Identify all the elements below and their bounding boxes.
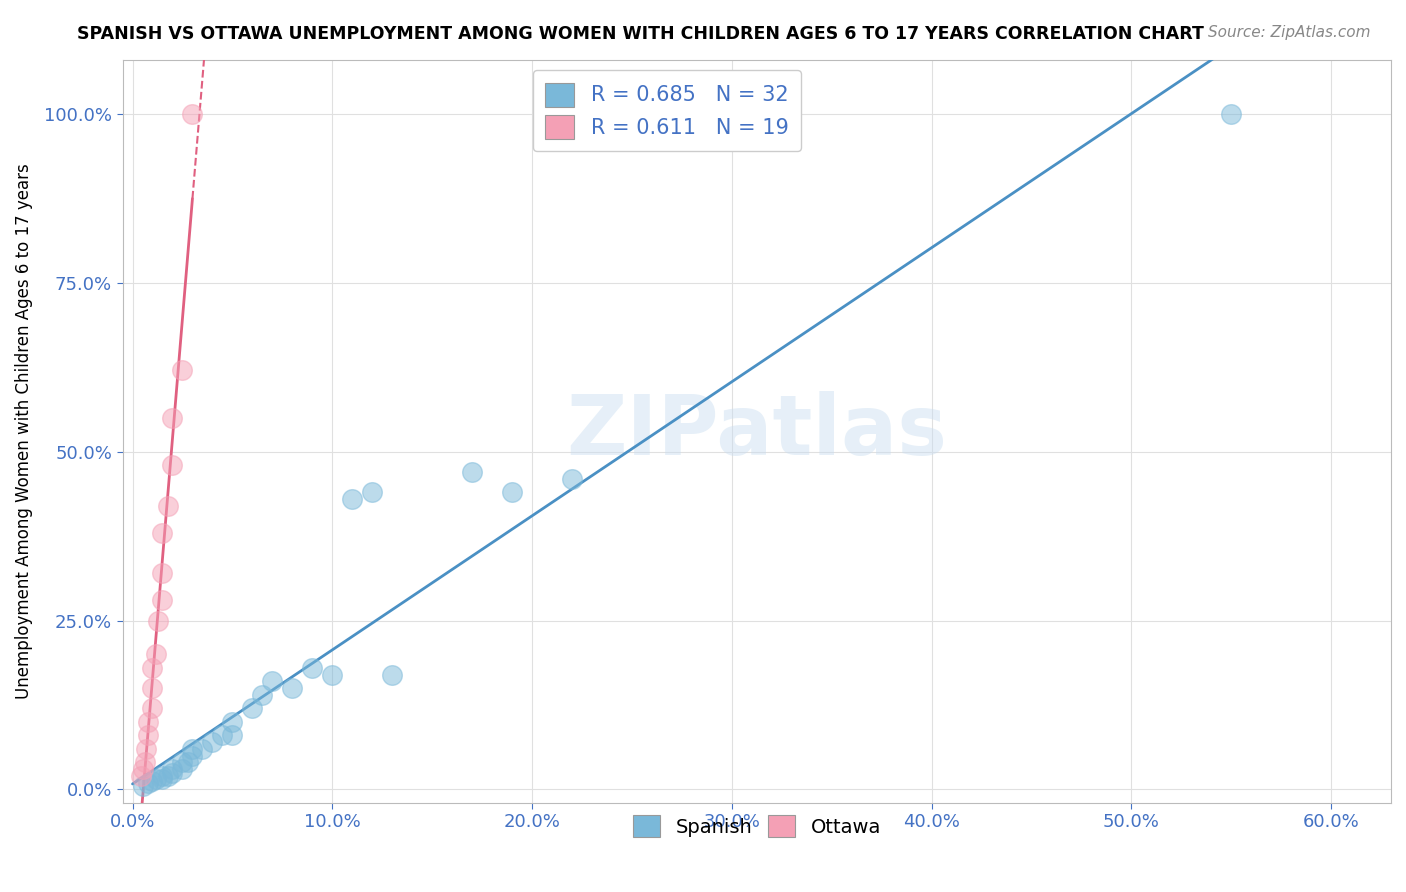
Y-axis label: Unemployment Among Women with Children Ages 6 to 17 years: Unemployment Among Women with Children A… — [15, 163, 32, 699]
Point — [361, 485, 384, 500]
Point — [221, 728, 243, 742]
Point — [152, 593, 174, 607]
Point — [181, 742, 204, 756]
Point — [301, 661, 323, 675]
Point — [162, 458, 184, 472]
Point — [138, 728, 160, 742]
Text: ZIPatlas: ZIPatlas — [567, 391, 948, 472]
Point — [141, 681, 163, 695]
Point — [181, 106, 204, 120]
Point — [281, 681, 304, 695]
Point — [138, 775, 160, 789]
Point — [157, 769, 180, 783]
Point — [501, 485, 523, 500]
Point — [201, 735, 224, 749]
Point — [135, 742, 157, 756]
Point — [129, 769, 152, 783]
Text: Source: ZipAtlas.com: Source: ZipAtlas.com — [1208, 25, 1371, 40]
Point — [131, 779, 153, 793]
Point — [134, 756, 156, 770]
Point — [561, 472, 583, 486]
Point — [240, 701, 263, 715]
Point — [152, 772, 174, 787]
Point — [131, 762, 153, 776]
Point — [461, 465, 484, 479]
Point — [138, 714, 160, 729]
Point — [172, 762, 194, 776]
Point — [381, 667, 404, 681]
Point — [141, 701, 163, 715]
Point — [211, 728, 233, 742]
Point — [342, 491, 364, 506]
Point — [162, 410, 184, 425]
Point — [177, 756, 200, 770]
Point — [191, 742, 214, 756]
Point — [157, 499, 180, 513]
Point — [152, 769, 174, 783]
Point — [162, 762, 184, 776]
Point — [321, 667, 343, 681]
Point — [252, 688, 274, 702]
Point — [145, 772, 167, 787]
Point — [141, 774, 163, 789]
Point — [152, 525, 174, 540]
Point — [148, 614, 170, 628]
Point — [145, 648, 167, 662]
Point — [172, 756, 194, 770]
Point — [1220, 106, 1243, 120]
Point — [152, 566, 174, 581]
Legend: Spanish, Ottawa: Spanish, Ottawa — [624, 807, 889, 846]
Text: SPANISH VS OTTAWA UNEMPLOYMENT AMONG WOMEN WITH CHILDREN AGES 6 TO 17 YEARS CORR: SPANISH VS OTTAWA UNEMPLOYMENT AMONG WOM… — [77, 25, 1204, 43]
Point — [162, 765, 184, 780]
Point — [181, 748, 204, 763]
Point — [221, 714, 243, 729]
Point — [262, 674, 284, 689]
Point — [172, 363, 194, 377]
Point — [141, 661, 163, 675]
